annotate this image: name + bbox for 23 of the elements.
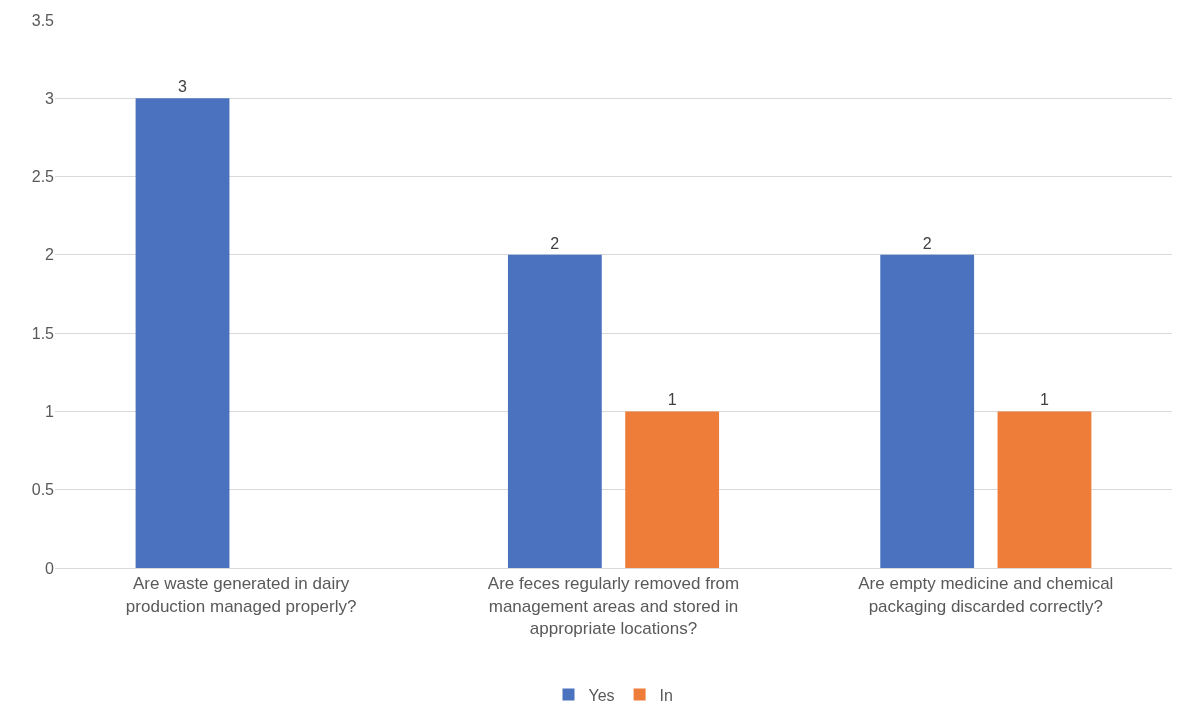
y-tick-label: 3.5 — [31, 11, 55, 29]
bar — [880, 254, 975, 568]
data-label: 2 — [550, 234, 560, 252]
legend-label: In — [659, 686, 673, 704]
x-tick-label: Are waste generated in dairy production managed properly? — [125, 574, 357, 616]
bar — [507, 254, 602, 568]
y-tick-label: 0.5 — [31, 481, 55, 499]
y-tick-label: 1 — [45, 403, 55, 421]
y-tick-label: 1.5 — [31, 324, 55, 342]
bar — [625, 411, 720, 568]
y-tick-label: 2.5 — [31, 168, 55, 186]
legend-label: Yes — [588, 686, 615, 704]
y-tick-label: 0 — [45, 559, 55, 577]
data-label: 1 — [667, 391, 677, 409]
y-tick-label: 2 — [45, 246, 55, 264]
bar — [997, 411, 1092, 568]
bar — [135, 98, 230, 568]
x-tick-label: Are feces regularly removed from management areas and stored in appropriate locations? — [487, 574, 740, 638]
y-tick-label: 3 — [45, 89, 55, 107]
data-label: 3 — [178, 78, 188, 96]
data-label: 1 — [1039, 391, 1049, 409]
x-tick-label: Are empty medicine and chemical packaging discarded correctly? — [858, 574, 1114, 616]
data-label: 2 — [922, 234, 932, 252]
